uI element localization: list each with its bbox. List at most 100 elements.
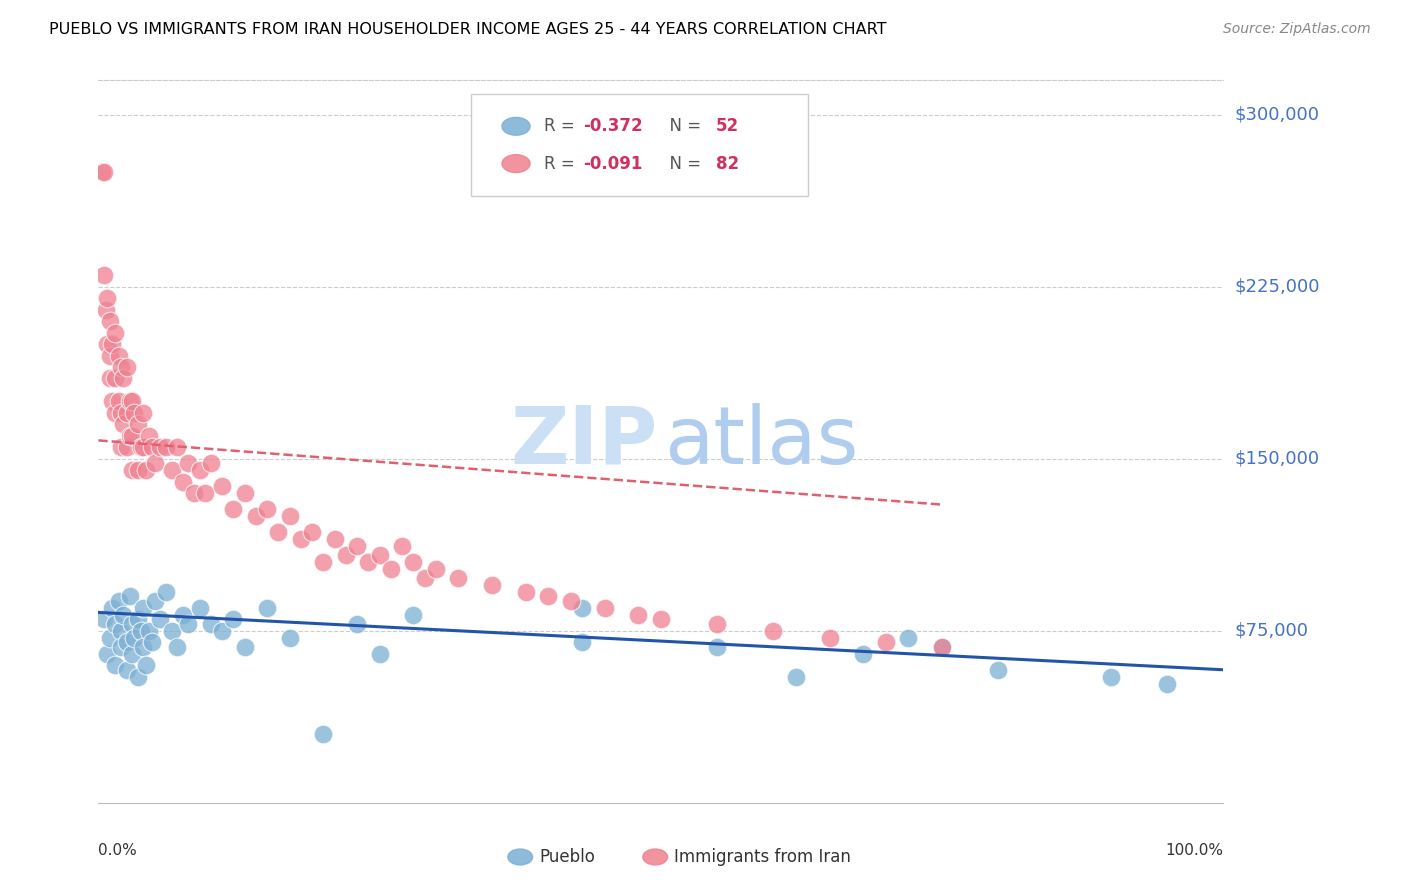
Point	[183, 486, 205, 500]
Text: Source: ZipAtlas.com: Source: ZipAtlas.com	[1223, 22, 1371, 37]
Point	[93, 268, 115, 283]
Point	[172, 607, 194, 622]
Text: N =: N =	[659, 118, 707, 136]
Point	[166, 640, 188, 654]
Point	[380, 562, 402, 576]
Text: -0.091: -0.091	[583, 154, 643, 172]
Point	[402, 555, 425, 569]
Point	[312, 555, 335, 569]
Point	[402, 607, 425, 622]
Point	[107, 349, 129, 363]
Text: $150,000: $150,000	[1234, 450, 1319, 467]
Point	[121, 429, 143, 443]
Point	[124, 631, 146, 645]
Point	[121, 394, 143, 409]
Point	[335, 548, 357, 562]
Point	[118, 394, 141, 409]
Point	[101, 600, 124, 615]
Point	[110, 406, 132, 420]
Point	[132, 640, 155, 654]
Point	[93, 165, 115, 179]
Point	[278, 509, 301, 524]
Point	[127, 417, 149, 432]
Point	[141, 635, 163, 649]
Point	[537, 590, 560, 604]
Point	[104, 326, 127, 340]
Point	[897, 631, 920, 645]
Point	[104, 371, 127, 385]
Point	[107, 594, 129, 608]
Point	[149, 440, 172, 454]
Text: 82: 82	[716, 154, 738, 172]
Point	[135, 658, 157, 673]
Point	[706, 640, 728, 654]
Point	[987, 663, 1010, 677]
Point	[391, 539, 413, 553]
Point	[650, 612, 672, 626]
Point	[200, 456, 222, 470]
Point	[515, 584, 537, 599]
Text: ZIP: ZIP	[510, 402, 658, 481]
Text: 100.0%: 100.0%	[1166, 843, 1223, 857]
Point	[222, 502, 245, 516]
Point	[115, 440, 138, 454]
Point	[138, 429, 160, 443]
Point	[90, 165, 112, 179]
Point	[127, 670, 149, 684]
Point	[357, 555, 380, 569]
Point	[112, 607, 135, 622]
Point	[129, 624, 152, 638]
Point	[110, 440, 132, 454]
Point	[132, 600, 155, 615]
Point	[143, 594, 166, 608]
Point	[233, 640, 256, 654]
Point	[256, 600, 278, 615]
Point	[312, 727, 335, 741]
Text: R =: R =	[544, 154, 581, 172]
Circle shape	[508, 849, 533, 865]
Point	[98, 631, 121, 645]
Point	[177, 456, 200, 470]
Point	[346, 616, 368, 631]
Point	[256, 502, 278, 516]
Point	[188, 463, 211, 477]
Point	[323, 532, 346, 546]
Text: R =: R =	[544, 118, 581, 136]
Point	[290, 532, 312, 546]
Text: atlas: atlas	[664, 402, 859, 481]
Point	[110, 624, 132, 638]
Text: 0.0%: 0.0%	[98, 843, 138, 857]
Text: Immigrants from Iran: Immigrants from Iran	[675, 848, 851, 866]
Text: -0.372: -0.372	[583, 118, 643, 136]
Point	[155, 440, 177, 454]
Point	[96, 337, 118, 351]
Point	[172, 475, 194, 489]
Point	[278, 631, 301, 645]
Point	[96, 291, 118, 305]
Point	[368, 548, 391, 562]
Point	[481, 578, 503, 592]
Point	[267, 525, 290, 540]
Text: PUEBLO VS IMMIGRANTS FROM IRAN HOUSEHOLDER INCOME AGES 25 - 44 YEARS CORRELATION: PUEBLO VS IMMIGRANTS FROM IRAN HOUSEHOLD…	[49, 22, 887, 37]
Point	[121, 647, 143, 661]
Text: N =: N =	[659, 154, 707, 172]
Point	[96, 647, 118, 661]
Point	[112, 417, 135, 432]
Point	[121, 616, 143, 631]
Point	[101, 337, 124, 351]
Point	[560, 594, 582, 608]
Point	[129, 440, 152, 454]
Point	[593, 600, 616, 615]
Point	[194, 486, 217, 500]
Point	[124, 406, 146, 420]
Point	[132, 406, 155, 420]
Point	[785, 670, 807, 684]
Point	[346, 539, 368, 553]
Point	[107, 394, 129, 409]
Point	[1156, 676, 1178, 690]
Point	[98, 371, 121, 385]
Text: Pueblo: Pueblo	[540, 848, 595, 866]
Point	[112, 371, 135, 385]
Point	[115, 359, 138, 374]
Point	[200, 616, 222, 631]
